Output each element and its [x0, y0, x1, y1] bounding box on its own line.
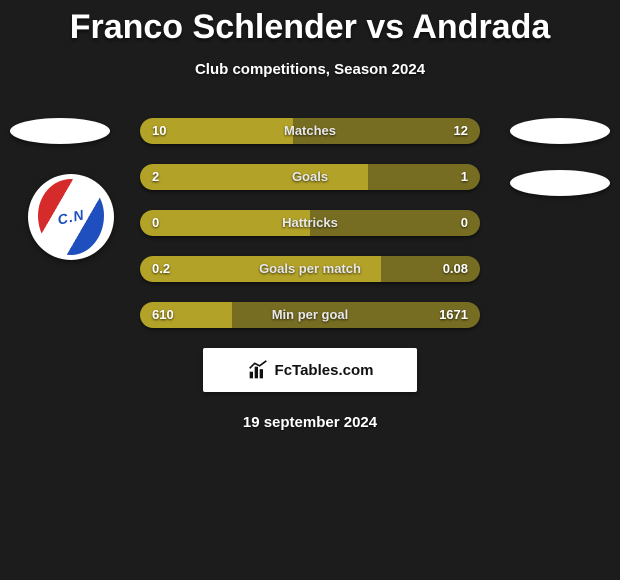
stat-value-left: 2 [152, 164, 159, 190]
stat-bar-right [310, 210, 480, 236]
stat-value-right: 0 [461, 210, 468, 236]
stat-bars: 1012Matches21Goals00Hattricks0.20.08Goal… [140, 118, 480, 328]
stat-bar-left [140, 164, 368, 190]
stat-value-right: 1 [461, 164, 468, 190]
club-logo-text: C.N [56, 206, 86, 227]
stat-value-right: 1671 [439, 302, 468, 328]
stat-value-left: 0.2 [152, 256, 170, 282]
stat-value-left: 610 [152, 302, 174, 328]
stat-value-right: 12 [454, 118, 468, 144]
stat-value-right: 0.08 [443, 256, 468, 282]
club-logo-left: C.N [28, 174, 114, 260]
stat-row: 21Goals [140, 164, 480, 190]
player-left-badge [10, 118, 110, 144]
stat-value-left: 0 [152, 210, 159, 236]
stat-row: 6101671Min per goal [140, 302, 480, 328]
brand-box[interactable]: FcTables.com [203, 348, 417, 392]
stat-bar-left [140, 256, 381, 282]
stat-row: 0.20.08Goals per match [140, 256, 480, 282]
comparison-panel: C.N 1012Matches21Goals00Hattricks0.20.08… [0, 118, 620, 328]
page-title: Franco Schlender vs Andrada [0, 0, 620, 47]
player-right-badge-1 [510, 118, 610, 144]
stat-value-left: 10 [152, 118, 166, 144]
brand-name: FcTables.com [275, 362, 374, 379]
subtitle: Club competitions, Season 2024 [0, 61, 620, 78]
stat-row: 1012Matches [140, 118, 480, 144]
stat-row: 00Hattricks [140, 210, 480, 236]
stat-bar-left [140, 210, 310, 236]
stat-bar-right [293, 118, 480, 144]
player-right-badge-2 [510, 170, 610, 196]
date-text: 19 september 2024 [0, 414, 620, 431]
bar-chart-icon [247, 360, 269, 380]
